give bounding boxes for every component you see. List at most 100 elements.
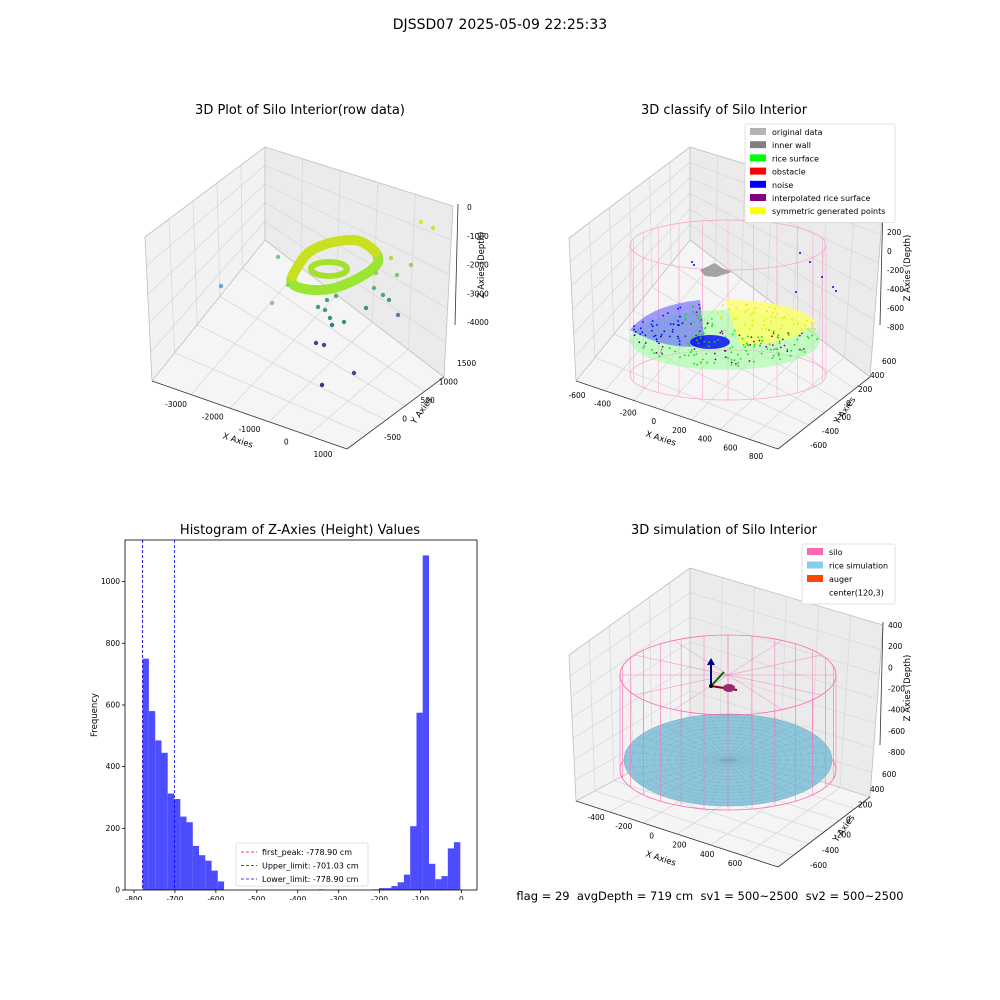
legend-label: silo: [829, 548, 843, 557]
pane-edge: [568, 237, 577, 382]
classified-point: [798, 334, 801, 337]
silo-top-spoke: [727, 640, 783, 676]
classify-3d-plot: -600 -400 -200 0 200 400 600 800 -600 -400 -200 0 20…: [568, 123, 913, 461]
pane-edge: [443, 205, 454, 378]
classified-point: [658, 342, 660, 345]
classified-point: [679, 315, 681, 318]
z-tick-label: -2000: [467, 261, 489, 270]
classified-point: [733, 359, 736, 362]
y-tick-label: 1000: [101, 577, 120, 586]
y-tick-label: 200: [858, 385, 873, 394]
x-tick-label: -200: [620, 408, 637, 417]
classified-point: [771, 335, 773, 338]
classified-point: [791, 319, 793, 321]
legend-label: Lower_limit: -778.90 cm: [262, 875, 359, 884]
data-point: [351, 370, 357, 376]
data-point: [313, 340, 319, 346]
histogram-bar: [378, 888, 386, 890]
classified-point: [752, 312, 755, 314]
classified-point: [735, 306, 738, 309]
data-point: [430, 225, 436, 231]
classified-point: [668, 347, 671, 349]
gridline: [242, 267, 425, 392]
classified-point: [753, 343, 756, 345]
pane-edge: [144, 146, 266, 238]
classified-point: [692, 306, 694, 309]
raw-scatter-3d-plot: -3000-2000-100001000-5000500100015000-10…: [144, 146, 489, 459]
x-tick-label: -500: [248, 895, 265, 900]
classified-point: [747, 353, 749, 356]
classified-point: [793, 343, 796, 346]
classified-point: [754, 307, 757, 310]
classified-point: [786, 348, 789, 351]
auger-z-arrowhead: [707, 658, 715, 665]
classified-point: [668, 335, 671, 338]
x-tick-label: 400: [698, 435, 713, 444]
rice-mesh: [661, 724, 729, 761]
legend-swatch: [750, 167, 766, 175]
classified-point: [702, 334, 705, 337]
classified-point: [729, 347, 732, 350]
classified-point: [703, 340, 706, 343]
z-axis-line: [879, 621, 884, 746]
gridline: [608, 625, 615, 781]
y-tick-label: -400: [822, 846, 839, 855]
classified-point: [653, 352, 656, 354]
gridline: [300, 158, 303, 268]
classified-point: [724, 329, 727, 331]
simulation-legend-frame: [801, 543, 896, 605]
y-tick-label: 600: [106, 700, 121, 709]
classified-point: [796, 338, 799, 341]
classified-point: [800, 328, 803, 331]
classified-point: [805, 319, 808, 322]
classified-point: [770, 320, 773, 323]
x-tick-label: 0: [651, 417, 656, 426]
data-point: [380, 292, 386, 298]
classified-point: [671, 331, 674, 333]
classified-point: [739, 358, 742, 360]
classified-point: [748, 360, 751, 362]
classified-point: [695, 353, 698, 355]
classified-point: [728, 308, 731, 311]
rice-mesh: [727, 724, 795, 761]
classified-point: [741, 337, 744, 340]
rice-mesh: [727, 759, 795, 796]
x-tick-label: -400: [594, 400, 611, 409]
classified-point: [719, 331, 722, 334]
classified-point: [698, 307, 701, 310]
legend-label: symmetric generated points: [772, 207, 885, 216]
classified-point: [737, 362, 740, 364]
y-tick-label: 0: [846, 399, 851, 408]
classified-point: [711, 323, 714, 325]
classified-point: [746, 303, 748, 305]
classified-point: [684, 335, 687, 337]
data-point: [324, 297, 330, 303]
x-tick-label: -600: [207, 895, 224, 900]
z-tick-label: -600: [888, 727, 905, 736]
classified-point: [655, 338, 658, 341]
data-point: [341, 319, 347, 325]
histogram-bar: [397, 882, 404, 890]
classified-point: [695, 334, 697, 337]
y-tick-label: 400: [106, 762, 121, 771]
classified-point: [799, 348, 801, 351]
z-axis-line: [454, 203, 459, 326]
pane-edge: [151, 239, 266, 382]
noise-point: [691, 261, 693, 263]
data-point: [394, 272, 400, 278]
classified-point: [684, 313, 687, 316]
x-axis-line: [575, 800, 779, 868]
histogram-bar: [192, 845, 199, 890]
y-tick-label: -400: [822, 427, 839, 436]
x-tick-label: -400: [587, 813, 604, 822]
classified-point: [745, 349, 748, 352]
classified-point: [651, 329, 653, 332]
rice-mesh: [630, 759, 729, 776]
x-tick-label: 400: [700, 850, 715, 859]
classified-point: [753, 360, 755, 363]
y-tick-label: 200: [106, 824, 121, 833]
x-tick-label: -600: [568, 391, 585, 400]
classified-point: [678, 343, 681, 346]
classified-point: [677, 337, 680, 340]
classified-point: [721, 332, 724, 335]
